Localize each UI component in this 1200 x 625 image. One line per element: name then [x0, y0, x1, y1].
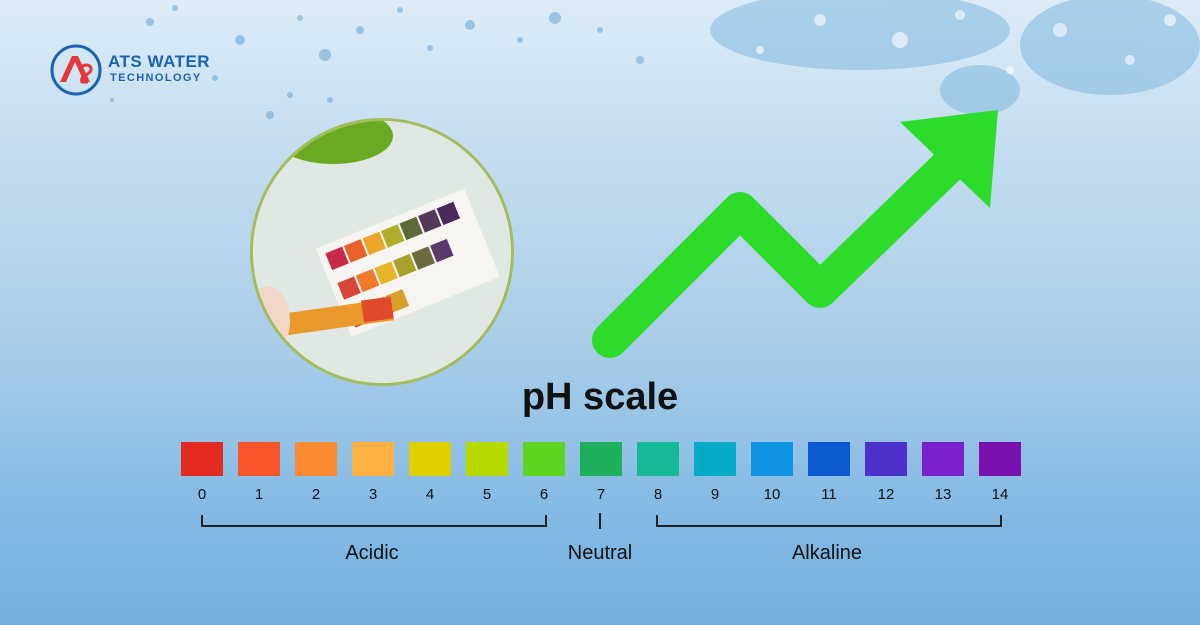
- acidic-bracket: [201, 515, 547, 527]
- ph-value-label: 3: [368, 486, 378, 503]
- ph-swatch-0: [181, 442, 223, 476]
- ph-value-label: 7: [596, 486, 606, 503]
- logo-subtitle: TECHNOLOGY: [110, 72, 202, 84]
- ph-test-strip-photo: [250, 118, 514, 386]
- ph-swatch-3: [352, 442, 394, 476]
- ats-water-logo: ATS WATER TECHNOLOGY: [50, 44, 220, 100]
- rising-trend-arrow-icon: [592, 110, 998, 358]
- ph-value-label: 1: [254, 486, 264, 503]
- ph-swatch-14: [979, 442, 1021, 476]
- acidic-label: Acidic: [345, 542, 399, 564]
- ph-value-label: 6: [539, 486, 549, 503]
- ph-swatch-5: [466, 442, 508, 476]
- ph-swatch-11: [808, 442, 850, 476]
- ph-value-label: 5: [482, 486, 492, 503]
- ph-value-label: 9: [710, 486, 720, 503]
- ph-swatch-9: [694, 442, 736, 476]
- logo-name: ATS WATER: [108, 52, 211, 71]
- ph-swatch-4: [409, 442, 451, 476]
- ph-value-label: 14: [991, 486, 1009, 503]
- alkaline-label: Alkaline: [791, 542, 863, 564]
- ats-logo-icon: [50, 44, 102, 96]
- ph-value-label: 2: [311, 486, 321, 503]
- ph-swatch-8: [637, 442, 679, 476]
- ph-swatch-2: [295, 442, 337, 476]
- ph-swatch-7: [580, 442, 622, 476]
- ph-swatch-1: [238, 442, 280, 476]
- ph-swatch-13: [922, 442, 964, 476]
- ph-value-label: 8: [653, 486, 663, 503]
- ph-swatch-12: [865, 442, 907, 476]
- alkaline-bracket: [656, 515, 1002, 527]
- neutral-label: Neutral: [567, 542, 633, 564]
- ph-swatch-10: [751, 442, 793, 476]
- ph-value-label: 13: [934, 486, 952, 503]
- neutral-marker: [599, 513, 601, 529]
- ph-value-label: 4: [425, 486, 435, 503]
- ph-value-label: 10: [763, 486, 781, 503]
- page-title: pH scale: [521, 376, 679, 418]
- ph-value-label: 11: [821, 486, 837, 503]
- water-bubbles-decoration: [110, 0, 1200, 119]
- ph-value-label: 12: [877, 486, 895, 503]
- ph-value-label: 0: [197, 486, 207, 503]
- ph-swatch-6: [523, 442, 565, 476]
